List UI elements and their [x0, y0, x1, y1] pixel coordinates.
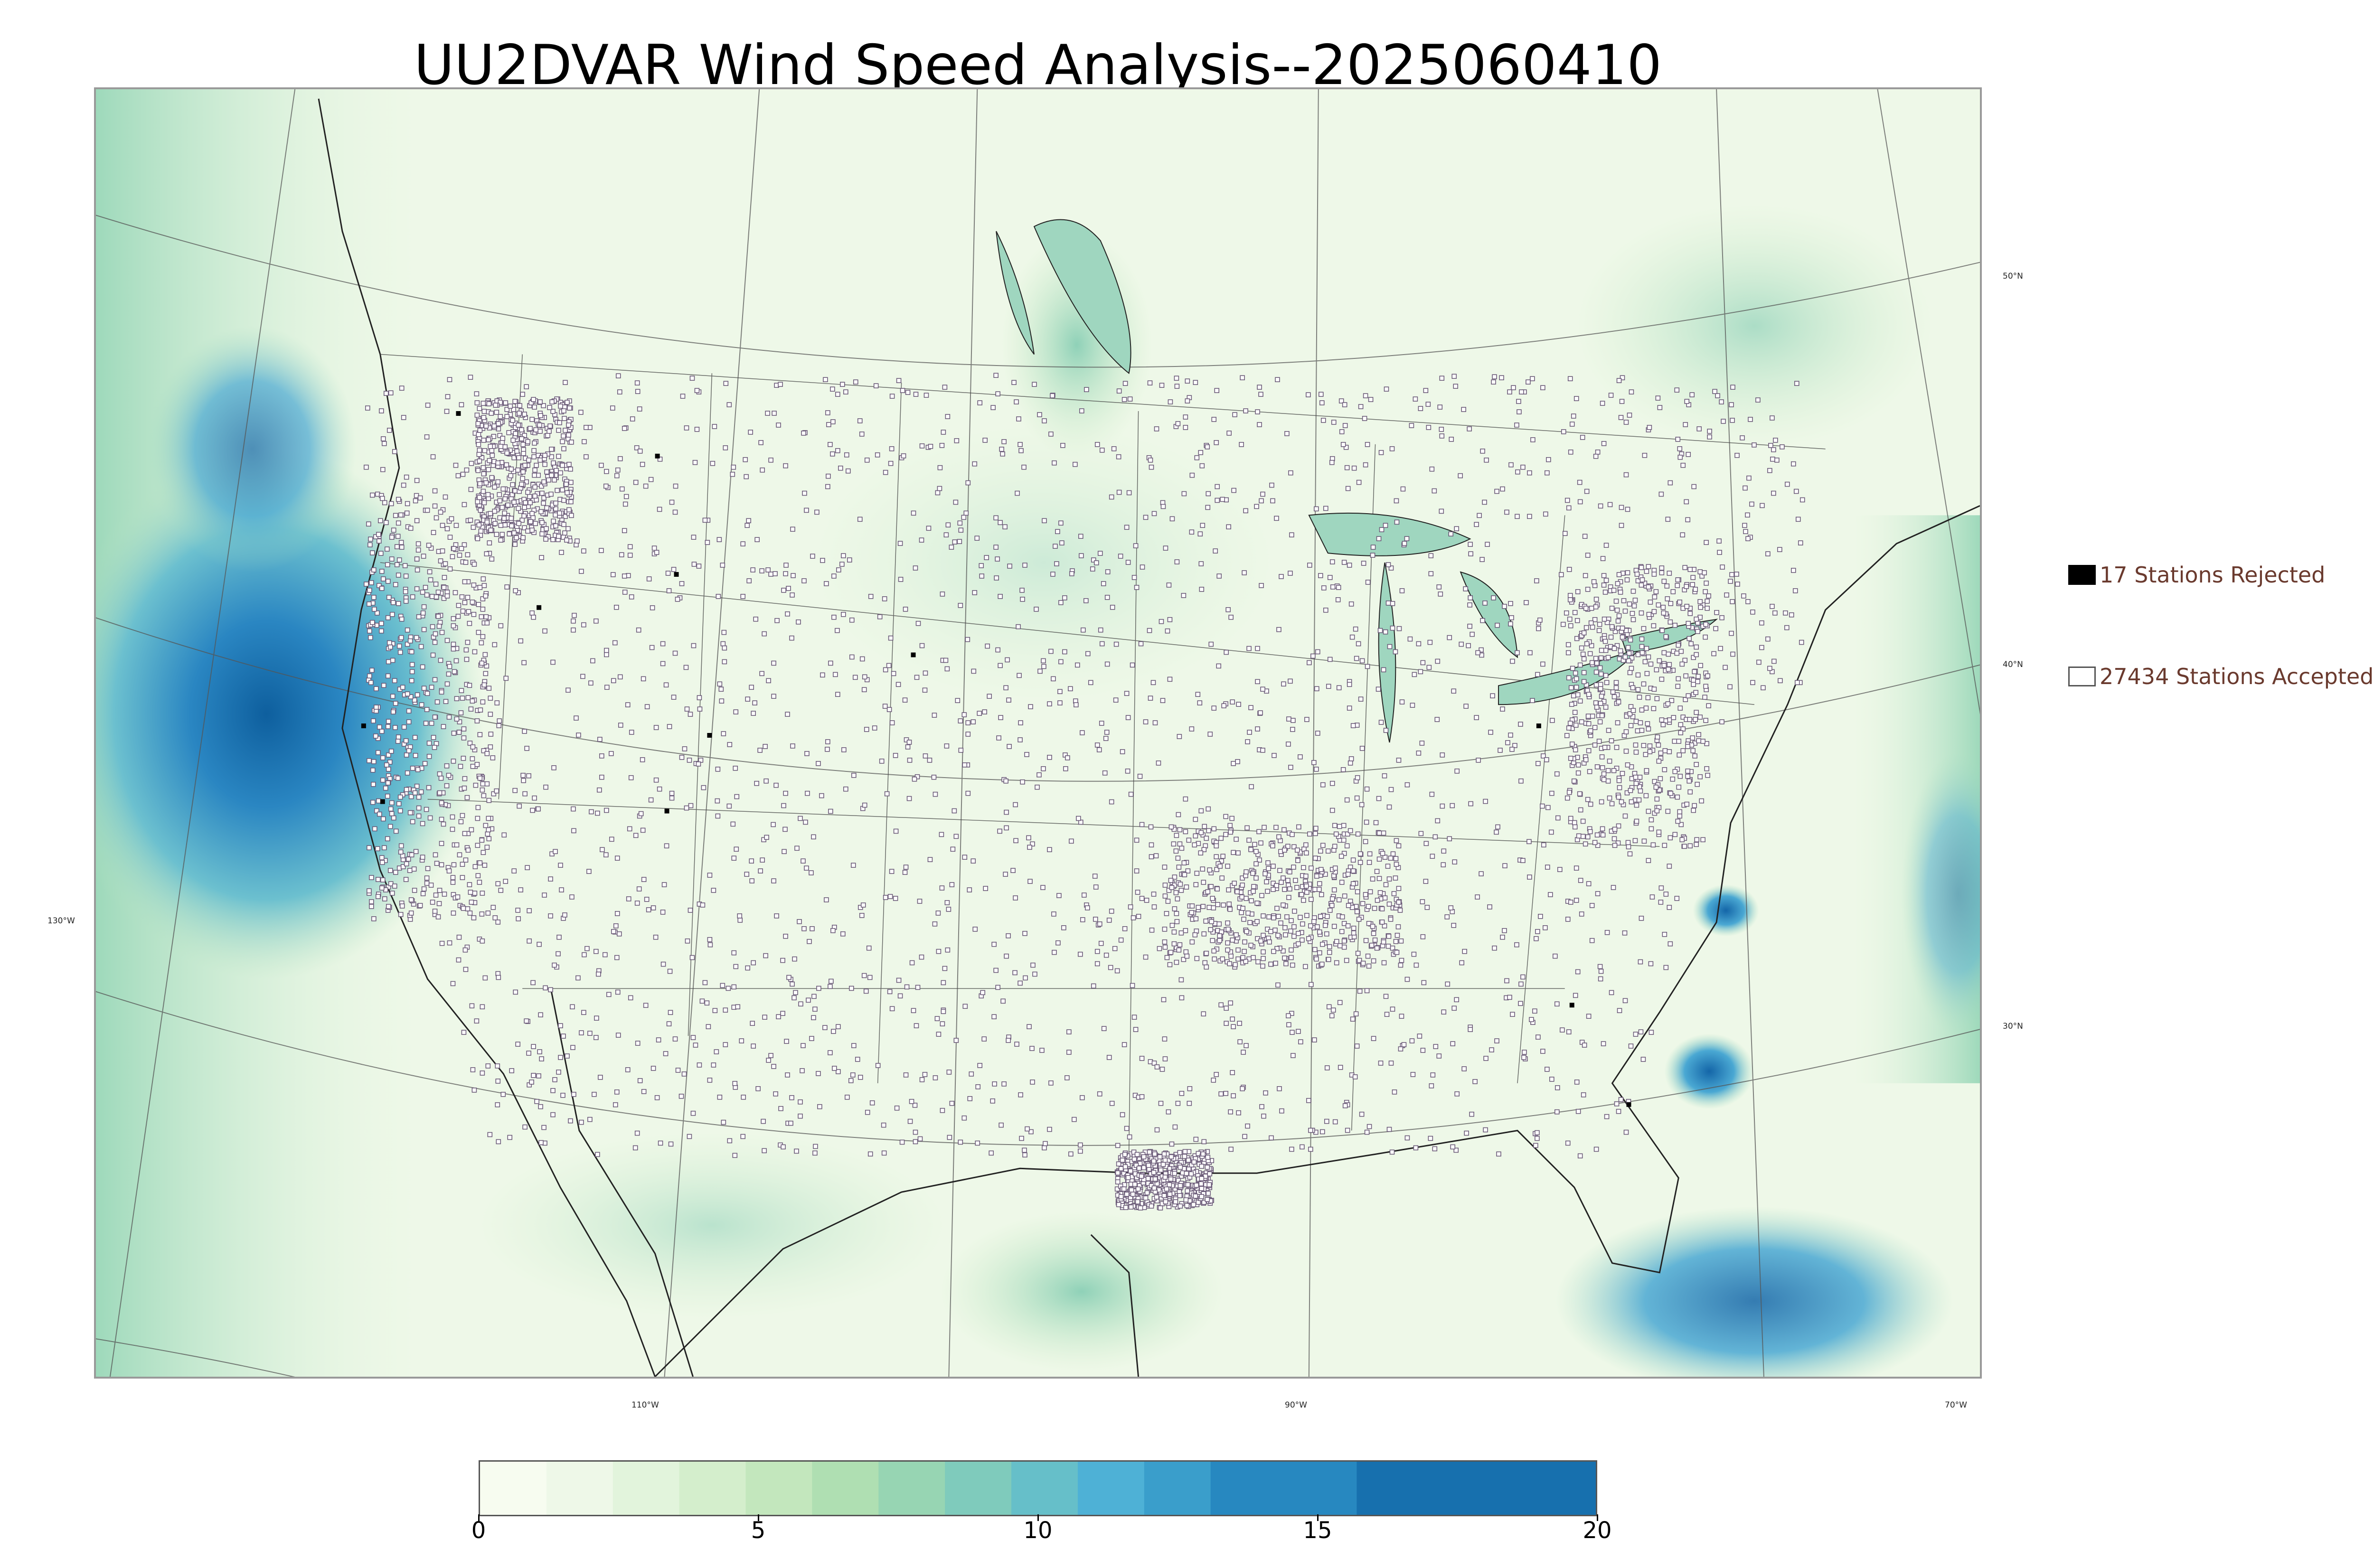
quebec-blob [1574, 203, 1935, 449]
station-markers [361, 373, 1805, 1211]
colorbar-bin [812, 1462, 879, 1515]
colorbar-tick [1597, 1514, 1598, 1521]
wind-field-svg [96, 89, 1980, 1377]
lat-label-50: 50°N [2003, 272, 2023, 281]
colorbar-bin [480, 1462, 547, 1515]
lat-label-30: 30°N [2003, 1022, 2023, 1031]
accepted-label: 27434 Stations Accepted [2100, 664, 2374, 689]
rejected-swatch [2068, 565, 2096, 585]
colorbar-tick [758, 1514, 759, 1521]
wind-speed-map[interactable] [94, 87, 1982, 1379]
colorbar-bin [745, 1462, 813, 1515]
rejected-label: 17 Stations Rejected [2100, 562, 2326, 588]
east-edge-blob [1901, 751, 1980, 1036]
colorbar-tick-label: 5 [751, 1517, 766, 1544]
colorbar-tick [1317, 1514, 1319, 1521]
lon-label-130: 130°W [47, 916, 75, 926]
colorbar-tick-label: 0 [471, 1517, 486, 1544]
colorbar-tick-label: 15 [1303, 1517, 1332, 1544]
caribbean-blob [1555, 1206, 1953, 1377]
accepted-swatch [2068, 667, 2096, 686]
colorbar-bin [1210, 1462, 1357, 1515]
legend-rejected: 17 Stations Rejected [2068, 562, 2325, 588]
colorbar-bin [546, 1462, 613, 1515]
colorbar-bin [612, 1462, 680, 1515]
colorbar-tick [1037, 1514, 1039, 1521]
colorbar-bin [1077, 1462, 1145, 1515]
lon-label-90: 90°W [1285, 1400, 1307, 1410]
colorbar-bin [945, 1462, 1012, 1515]
colorbar [479, 1460, 1597, 1516]
gulf-blob [939, 1211, 1224, 1372]
colorbar-bin [1357, 1462, 1596, 1515]
colorbar-bin [878, 1462, 946, 1515]
lat-label-40: 40°N [2003, 660, 2023, 669]
map-title: UU2DVAR Wind Speed Analysis--2025060410 [414, 33, 1662, 97]
mexico-blob [475, 1130, 949, 1320]
lon-label-70: 70°W [1945, 1400, 1967, 1410]
great-lakes [996, 219, 1718, 743]
coastlines [318, 98, 1980, 1377]
state-borders [380, 354, 1826, 1155]
legend-accepted: 27434 Stations Accepted [2068, 664, 2374, 689]
colorbar-bin [1144, 1462, 1211, 1515]
atlantic-blob-1 [1664, 1033, 1754, 1109]
colorbar-svg [480, 1462, 1596, 1515]
colorbar-bin [679, 1462, 746, 1515]
colorbar-tick-label: 20 [1583, 1517, 1612, 1544]
plains-blob [806, 420, 1281, 705]
colorbar-bin [1011, 1462, 1078, 1515]
lon-label-110: 110°W [631, 1400, 659, 1410]
pacific-north-blob [148, 326, 357, 572]
graticule [96, 89, 1980, 1377]
colorbar-tick-label: 10 [1023, 1517, 1053, 1544]
atlantic-blob-2 [1693, 884, 1759, 937]
colorbar-tick [478, 1514, 480, 1521]
